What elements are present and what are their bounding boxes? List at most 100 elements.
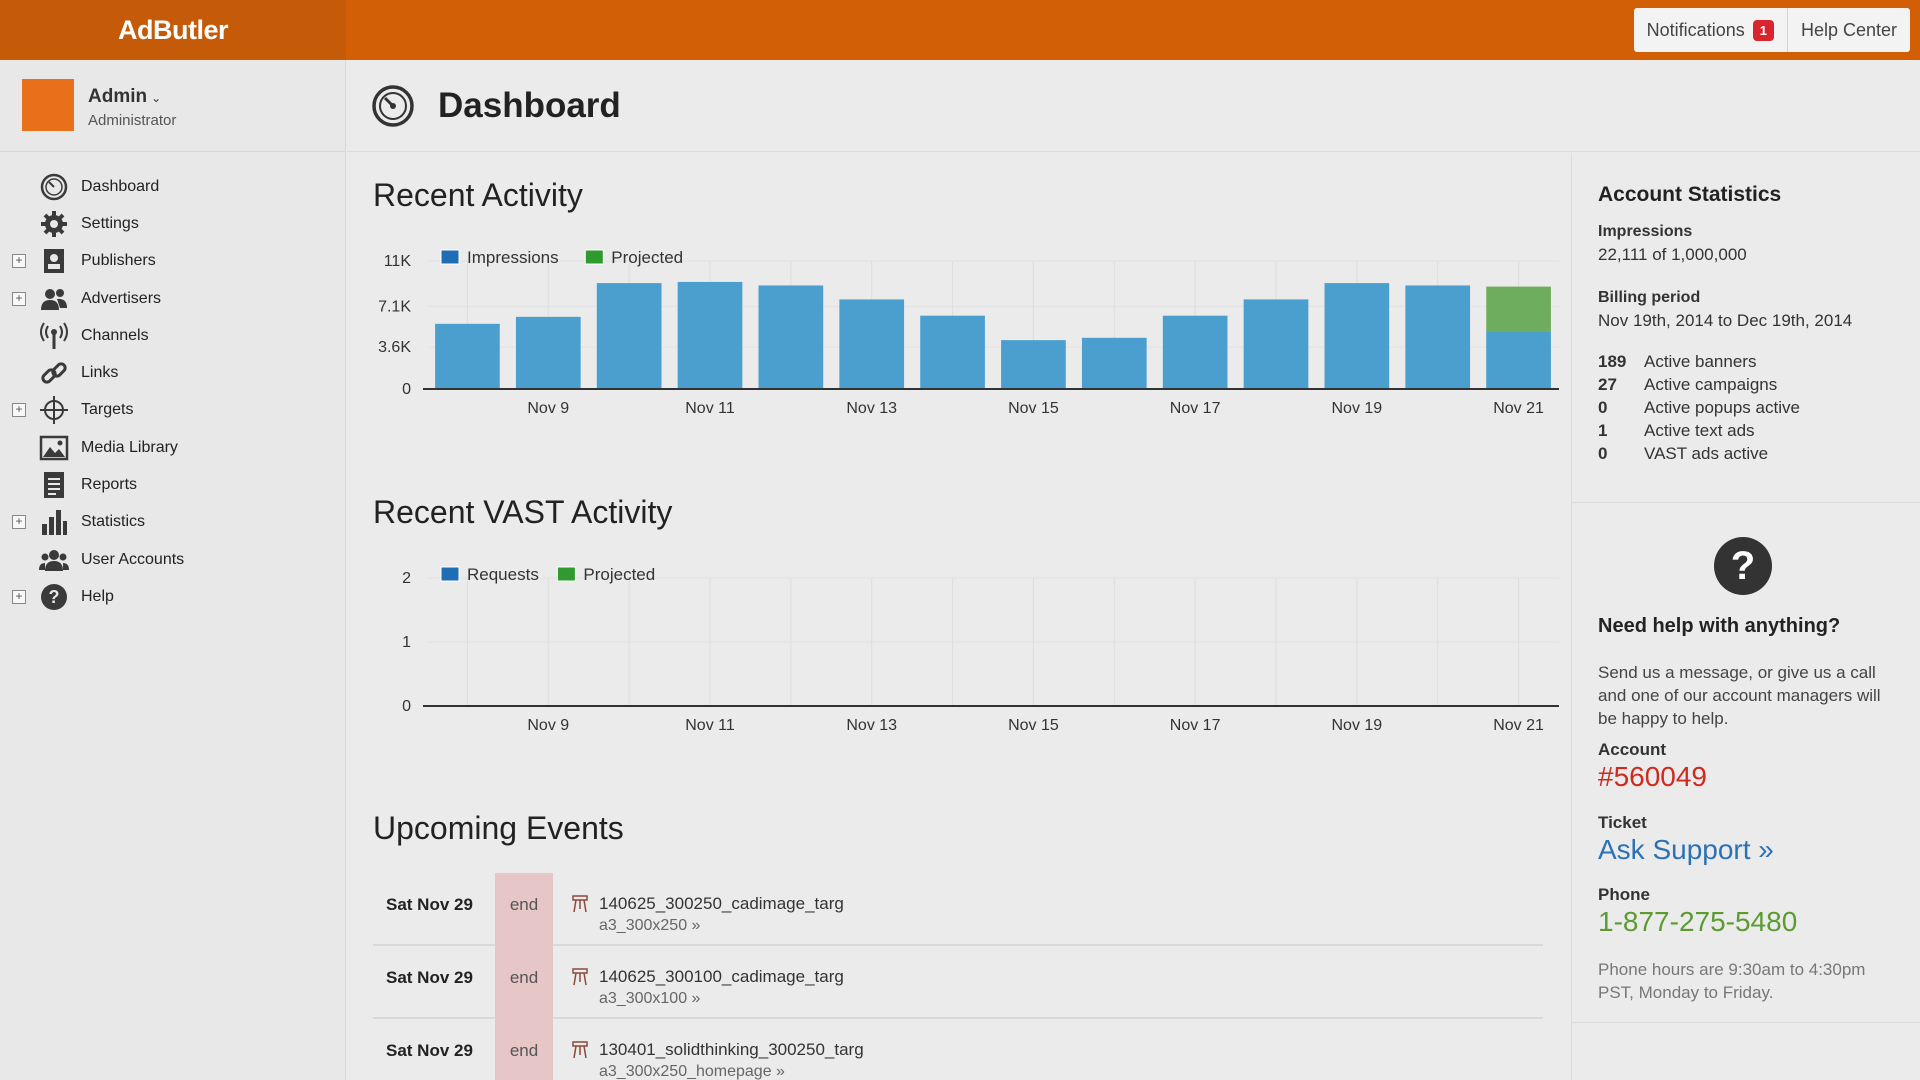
legend-label: Projected: [611, 248, 683, 267]
expand-icon[interactable]: +: [12, 291, 26, 306]
active-stat-label: Active text ads: [1644, 421, 1755, 440]
x-tick-label: Nov 9: [527, 717, 569, 734]
dashboard-icon: [38, 172, 70, 202]
bar-impressions: [758, 285, 824, 389]
event-type: end: [495, 946, 553, 1019]
event-name-link[interactable]: 130401_solidthinking_300250_targ: [599, 1040, 864, 1059]
active-stat-count: 0: [1598, 398, 1608, 417]
sidebar-item-media-library[interactable]: Media Library: [0, 429, 346, 466]
x-tick-label: Nov 15: [1008, 400, 1059, 417]
active-stat-label: Active campaigns: [1644, 375, 1778, 394]
impressions-value: 22,111 of 1,000,000: [1598, 245, 1747, 264]
bar-chart-icon: [38, 507, 70, 537]
user-box: Admin ⌄ Administrator: [0, 60, 345, 152]
sidebar-item-label: Settings: [81, 214, 139, 232]
recent-vast-title: Recent VAST Activity: [373, 494, 673, 530]
bar-projected: [1486, 286, 1551, 332]
event-zone-link[interactable]: a3_300x250_homepage »: [599, 1063, 785, 1080]
sidebar-item-label: Links: [81, 364, 119, 382]
sidebar-item-reports[interactable]: Reports: [0, 466, 346, 503]
bar-impressions: [515, 316, 581, 389]
expand-icon[interactable]: +: [12, 254, 26, 269]
avatar[interactable]: [22, 79, 74, 131]
recent-vast-chart: 0 1 2 Nov 9 Nov 11 Nov 13 Nov 15 Nov 17 Nov 19 No…: [402, 565, 1559, 734]
notifications-button[interactable]: Notifications 1: [1634, 8, 1787, 52]
sidebar-item-channels[interactable]: Channels: [0, 317, 346, 354]
sidebar-nav: Dashboard Settings + Publishers + Advertisers…: [0, 168, 346, 616]
x-tick-label: Nov 17: [1170, 717, 1221, 734]
event-zone-link[interactable]: a3_300x250 »: [599, 917, 701, 934]
logo-area[interactable]: AdButler: [0, 0, 346, 60]
sidebar-item-advertisers[interactable]: + Advertisers: [0, 280, 346, 317]
event-name-link[interactable]: 140625_300250_cadimage_targ: [599, 894, 844, 913]
sidebar-item-statistics[interactable]: + Statistics: [0, 504, 346, 541]
x-tick-label: Nov 19: [1332, 717, 1383, 734]
expand-icon[interactable]: +: [12, 589, 26, 604]
phone-number[interactable]: 1-877-275-5480: [1598, 906, 1798, 937]
svg-text:?: ?: [49, 587, 60, 607]
sidebar-item-label: Reports: [81, 476, 138, 494]
sidebar-item-settings[interactable]: Settings: [0, 205, 346, 242]
y-tick-label: 2: [402, 570, 411, 587]
page-title: Dashboard: [438, 86, 621, 125]
account-label: Account: [1598, 740, 1666, 759]
bar-impressions: [1243, 299, 1309, 389]
bar-impressions: [839, 299, 905, 389]
notifications-badge: 1: [1752, 19, 1774, 41]
ask-support-link[interactable]: Ask Support »: [1598, 834, 1774, 865]
event-name-link[interactable]: 140625_300100_cadimage_targ: [599, 967, 844, 986]
report-icon: [38, 470, 70, 500]
x-tick-label: Nov 13: [846, 717, 897, 734]
event-row: Sat Nov 29 end 140625_300100_cadimage_targ…: [373, 946, 1543, 1019]
sidebar-item-label: Media Library: [81, 438, 178, 456]
help-center-button[interactable]: Help Center: [1786, 8, 1910, 52]
sidebar-item-help[interactable]: +? Help: [0, 578, 346, 615]
sidebar-item-links[interactable]: Links: [0, 354, 346, 391]
x-tick-label: Nov 11: [685, 717, 735, 734]
logo[interactable]: AdButler: [118, 14, 229, 45]
user-role: Administrator: [88, 112, 177, 129]
dashboard-icon: [372, 85, 414, 127]
expand-icon[interactable]: +: [12, 515, 26, 530]
upcoming-events-list: Sat Nov 29 end 140625_300250_cadimage_targ…: [373, 873, 1543, 1080]
expand-icon[interactable]: +: [12, 403, 26, 418]
active-stat-row: 189 Active banners: [1598, 352, 1800, 375]
sidebar: Admin ⌄ Administrator Dashboard Settings + P…: [0, 60, 346, 1080]
sidebar-item-label: Dashboard: [81, 177, 160, 195]
link-icon: [38, 358, 70, 388]
x-tick-label: Nov 21: [1493, 717, 1544, 734]
dashboard-content: Recent Activity 0 3.6K 7.1K 11K Nov 9 Nov 11 N…: [347, 153, 1571, 1080]
help-icon: ?: [38, 582, 70, 612]
active-stat-label: Active popups active: [1644, 398, 1800, 417]
notifications-label: Notifications: [1646, 19, 1745, 40]
bar-impressions: [435, 323, 500, 389]
active-stat-row: 27 Active campaigns: [1598, 375, 1800, 398]
y-tick-label: 0: [402, 381, 411, 398]
sidebar-item-publishers[interactable]: + Publishers: [0, 243, 346, 280]
bar-impressions: [1324, 283, 1390, 389]
event-row: Sat Nov 29 end 140625_300250_cadimage_targ…: [373, 873, 1543, 946]
active-stat-count: 27: [1598, 375, 1617, 394]
y-tick-label: 1: [402, 634, 411, 651]
sidebar-item-user-accounts[interactable]: User Accounts: [0, 541, 346, 578]
x-tick-label: Nov 11: [685, 400, 735, 417]
x-tick-label: Nov 21: [1493, 400, 1544, 417]
sidebar-item-targets[interactable]: + Targets: [0, 392, 346, 429]
sidebar-item-dashboard[interactable]: Dashboard: [0, 168, 346, 205]
recent-activity-title: Recent Activity: [373, 177, 583, 213]
sidebar-item-label: Advertisers: [81, 289, 162, 307]
ticket-label: Ticket: [1598, 813, 1647, 832]
event-date: Sat Nov 29: [386, 1041, 473, 1060]
event-zone-link[interactable]: a3_300x100 »: [599, 990, 701, 1007]
event-type: end: [495, 1019, 553, 1080]
account-number: #560049: [1598, 761, 1708, 792]
phone-label: Phone: [1598, 885, 1650, 904]
campaign-icon: [572, 895, 588, 913]
question-icon: ?: [1714, 537, 1772, 595]
x-tick-label: Nov 13: [846, 400, 897, 417]
x-tick-label: Nov 15: [1008, 717, 1059, 734]
user-menu[interactable]: Admin ⌄: [88, 86, 161, 108]
campaign-icon: [572, 1041, 588, 1059]
sidebar-item-label: Help: [81, 587, 114, 605]
x-tick-label: Nov 9: [527, 400, 569, 417]
